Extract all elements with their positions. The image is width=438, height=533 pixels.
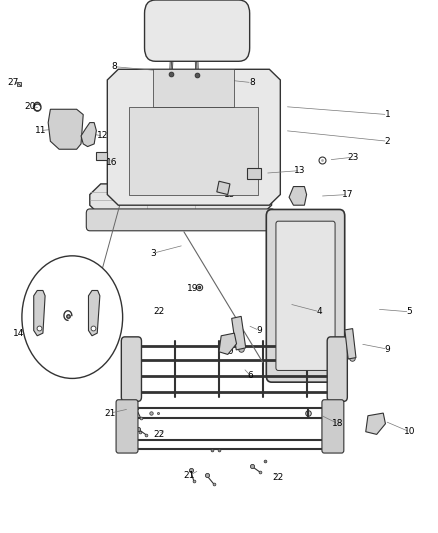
FancyBboxPatch shape [327, 337, 347, 401]
Polygon shape [48, 109, 83, 149]
Polygon shape [247, 168, 261, 179]
Text: 20: 20 [24, 102, 35, 111]
Text: 27: 27 [7, 78, 19, 87]
Polygon shape [217, 181, 230, 195]
Text: 4: 4 [317, 308, 322, 316]
Text: 11: 11 [35, 126, 46, 135]
Polygon shape [96, 152, 107, 160]
Polygon shape [107, 69, 280, 205]
Polygon shape [289, 187, 307, 205]
Text: 21: 21 [184, 471, 195, 480]
Text: 5: 5 [406, 308, 413, 316]
FancyBboxPatch shape [116, 400, 138, 453]
FancyBboxPatch shape [159, 74, 170, 101]
Text: 9: 9 [385, 345, 391, 353]
Text: 7: 7 [181, 14, 187, 23]
Text: 22: 22 [272, 473, 284, 481]
FancyBboxPatch shape [184, 75, 194, 100]
Polygon shape [232, 317, 246, 350]
Text: 15: 15 [58, 324, 69, 332]
Text: 10: 10 [404, 427, 415, 436]
FancyBboxPatch shape [322, 400, 344, 453]
Text: 22: 22 [153, 430, 164, 439]
Text: 21: 21 [105, 409, 116, 417]
Text: 12: 12 [97, 132, 109, 140]
Text: 8: 8 [111, 62, 117, 71]
FancyBboxPatch shape [266, 209, 345, 382]
Polygon shape [81, 123, 96, 147]
Text: 16: 16 [106, 158, 117, 167]
Text: 10: 10 [223, 348, 234, 356]
FancyBboxPatch shape [86, 209, 275, 231]
Text: 22: 22 [153, 308, 164, 316]
Text: 23: 23 [347, 153, 358, 161]
FancyBboxPatch shape [145, 0, 250, 61]
Text: 6: 6 [247, 372, 254, 380]
FancyBboxPatch shape [195, 73, 206, 100]
Polygon shape [219, 333, 237, 354]
Text: 9: 9 [256, 326, 262, 335]
Text: 3: 3 [150, 249, 156, 257]
Polygon shape [153, 69, 234, 107]
Text: 18: 18 [332, 419, 344, 428]
Text: 2: 2 [385, 137, 390, 146]
Text: 19: 19 [187, 285, 198, 293]
Text: 14: 14 [13, 329, 24, 337]
Circle shape [22, 256, 123, 378]
FancyBboxPatch shape [276, 221, 335, 370]
Polygon shape [366, 413, 385, 434]
Polygon shape [129, 107, 258, 195]
Text: 13: 13 [294, 166, 306, 175]
Text: 15: 15 [224, 190, 236, 199]
FancyBboxPatch shape [170, 76, 180, 101]
Polygon shape [34, 290, 45, 336]
Text: 8: 8 [249, 78, 255, 87]
Text: 17: 17 [342, 190, 353, 199]
Polygon shape [90, 184, 272, 216]
Text: 1: 1 [385, 110, 391, 119]
Polygon shape [345, 329, 356, 359]
Polygon shape [88, 290, 100, 336]
FancyBboxPatch shape [121, 337, 141, 401]
